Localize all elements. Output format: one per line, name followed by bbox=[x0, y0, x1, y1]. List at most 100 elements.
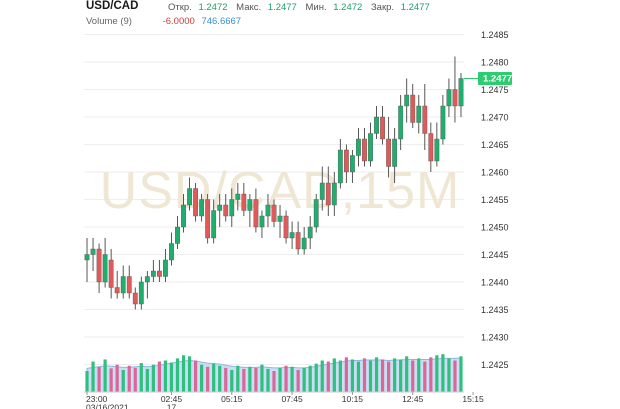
candle bbox=[187, 177, 192, 211]
volume-bar bbox=[260, 364, 264, 392]
candle-body bbox=[241, 193, 247, 211]
candle bbox=[253, 188, 259, 233]
volume-bar bbox=[362, 358, 367, 392]
candle-body bbox=[362, 138, 367, 162]
candle-body bbox=[187, 188, 192, 206]
candle-body bbox=[410, 94, 416, 123]
candle bbox=[259, 210, 265, 238]
candle-body bbox=[181, 204, 186, 228]
x-tick-label: 07:45 bbox=[281, 394, 303, 404]
x-tick-label: 15:15 bbox=[462, 394, 484, 404]
candle-body bbox=[96, 248, 102, 283]
candle-body bbox=[446, 89, 452, 107]
volume-bar bbox=[393, 358, 397, 392]
volume-bar bbox=[380, 359, 385, 392]
candle bbox=[398, 95, 404, 150]
last-price-value: 1.2477 bbox=[483, 74, 512, 85]
candle-body bbox=[175, 226, 180, 244]
y-tick-label: 1.2475 bbox=[481, 85, 509, 95]
candle-body bbox=[277, 215, 283, 222]
candle bbox=[434, 122, 440, 167]
volume-bar bbox=[266, 368, 270, 392]
low-label: Мин. bbox=[305, 2, 327, 13]
candle-body bbox=[289, 232, 295, 239]
y-tick-label: 1.2485 bbox=[481, 30, 509, 40]
candle-body bbox=[283, 215, 289, 239]
candle-body bbox=[90, 248, 96, 255]
candle-body bbox=[271, 204, 277, 222]
candle-body bbox=[120, 276, 126, 294]
candle-body bbox=[223, 204, 229, 217]
y-tick-label: 1.2425 bbox=[481, 360, 509, 370]
candle bbox=[193, 183, 198, 222]
candle bbox=[229, 188, 235, 227]
y-tick-label: 1.2460 bbox=[481, 168, 509, 178]
x-tick-label: 05:15 bbox=[221, 394, 243, 404]
candle-body bbox=[150, 270, 156, 277]
candle-body bbox=[132, 292, 138, 305]
volume-bar bbox=[278, 367, 282, 392]
candle-body bbox=[259, 215, 265, 228]
candle-body bbox=[295, 232, 301, 250]
candle-body bbox=[380, 116, 385, 140]
high-label: Макс. bbox=[236, 2, 262, 13]
volume-bar bbox=[435, 355, 439, 392]
candle-body bbox=[386, 138, 392, 167]
volume-bar bbox=[338, 360, 342, 392]
candle bbox=[343, 144, 349, 183]
volume-bar bbox=[236, 365, 240, 392]
volume-bar bbox=[139, 363, 143, 392]
candle bbox=[386, 117, 392, 178]
candle bbox=[283, 210, 289, 244]
candle bbox=[458, 73, 464, 117]
y-tick-label: 1.2455 bbox=[481, 195, 509, 205]
candle bbox=[102, 238, 108, 288]
candle-body bbox=[126, 276, 132, 294]
x-tick-label: 17 bbox=[167, 403, 177, 409]
candle bbox=[156, 260, 162, 282]
volume-bar bbox=[254, 367, 258, 392]
volume-bar bbox=[344, 357, 348, 392]
candle-body bbox=[319, 182, 325, 200]
candle bbox=[362, 128, 367, 167]
x-tick-label: 23:00 bbox=[86, 394, 108, 404]
volume-bar bbox=[405, 356, 409, 392]
volume-bar bbox=[206, 366, 210, 392]
volume-bar bbox=[447, 358, 451, 392]
x-tick-label: 10:15 bbox=[342, 394, 364, 404]
candle bbox=[404, 78, 410, 123]
candle-body bbox=[235, 193, 241, 200]
candle bbox=[217, 194, 223, 227]
candle bbox=[169, 232, 174, 266]
open-label: Откр. bbox=[168, 2, 192, 13]
volume-bar bbox=[423, 361, 427, 392]
volume-bar bbox=[320, 360, 324, 392]
symbol-title: USD/CAD bbox=[86, 0, 139, 12]
candles bbox=[84, 56, 464, 310]
y-tick-label: 1.2430 bbox=[481, 333, 509, 343]
volume-bar bbox=[97, 366, 101, 392]
candle bbox=[247, 194, 253, 227]
volume-bar bbox=[284, 365, 288, 392]
volume-bar bbox=[399, 359, 403, 392]
volume-label: Volume (9) bbox=[86, 16, 132, 27]
candle-body bbox=[138, 281, 144, 305]
volume-bar bbox=[387, 361, 391, 392]
candle bbox=[410, 84, 416, 128]
candle-body bbox=[343, 149, 349, 173]
last-price-tag: 1.2477 bbox=[464, 72, 512, 85]
candle-body bbox=[428, 133, 434, 162]
candle-body bbox=[169, 243, 174, 261]
volume-bar bbox=[429, 357, 433, 392]
volume-bar bbox=[417, 358, 421, 392]
candle-body bbox=[374, 116, 379, 134]
candle-body bbox=[156, 270, 162, 277]
high-value: 1.2477 bbox=[267, 2, 297, 13]
volume-ma-value: 746.6667 bbox=[201, 16, 242, 27]
candle-body bbox=[217, 204, 223, 211]
volume-bar bbox=[115, 364, 119, 392]
candle bbox=[313, 194, 319, 233]
volume-bar bbox=[163, 360, 168, 392]
open-value: 1.2472 bbox=[198, 2, 228, 13]
